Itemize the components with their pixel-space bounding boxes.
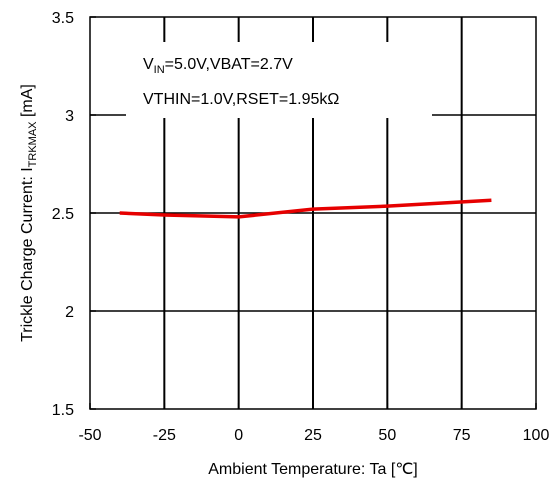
annotation-line-2: VTHIN=1.0V,RSET=1.95kΩ <box>143 91 339 108</box>
x-tick-label: 0 <box>234 427 243 444</box>
y-tick-labels: 1.5 2 2.5 3 3.5 <box>52 10 74 419</box>
y-axis-title-prefix: Trickle Charge Current: I <box>19 167 36 342</box>
x-tick-label: 100 <box>523 427 550 444</box>
x-axis-title: Ambient Temperature: Ta [℃] <box>208 461 417 478</box>
y-axis-title-subscript: TRKMAX <box>27 121 39 168</box>
x-tick-label: 50 <box>378 427 396 444</box>
y-tick-label: 3 <box>65 108 74 125</box>
plot-frame <box>89 16 537 410</box>
x-tick-labels: -50 -25 0 25 50 75 100 <box>78 427 549 444</box>
y-tick-label: 1.5 <box>52 402 74 419</box>
x-tick-label: 75 <box>453 427 471 444</box>
x-tick-label: 25 <box>304 427 322 444</box>
annotation-box: VIN=5.0V,VBAT=2.7V VTHIN=1.0V,RSET=1.95k… <box>126 42 432 118</box>
x-tick-label: -25 <box>153 427 176 444</box>
annotation-line-1-rest: =5.0V,VBAT=2.7V <box>165 56 293 73</box>
annotation-v: V <box>143 56 154 73</box>
annotation-line-1: VIN=5.0V,VBAT=2.7V <box>143 56 293 76</box>
y-axis-title-suffix: [mA] <box>19 84 36 121</box>
series-layer <box>119 198 492 219</box>
annotation-background <box>126 42 432 118</box>
y-axis-title: Trickle Charge Current: ITRKMAX [mA] <box>19 84 39 342</box>
y-tick-label: 2.5 <box>52 206 74 223</box>
y-tick-label: 2 <box>65 304 74 321</box>
annotation-v-subscript: IN <box>154 64 165 76</box>
y-tick-label: 3.5 <box>52 10 74 27</box>
x-tick-label: -50 <box>78 427 101 444</box>
series-line <box>119 198 492 219</box>
